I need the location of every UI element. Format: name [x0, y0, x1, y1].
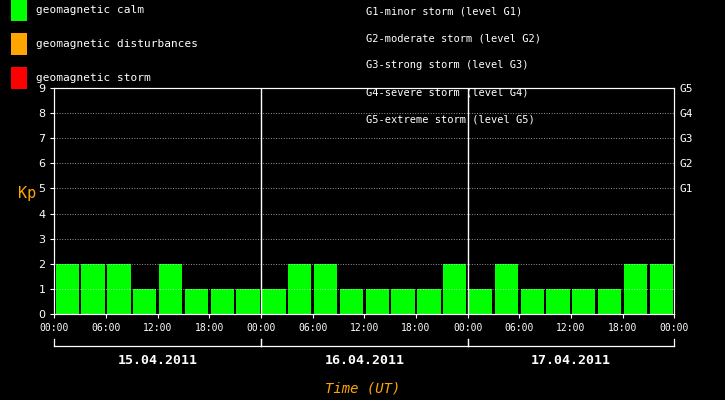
- Bar: [418, 289, 441, 314]
- Bar: [547, 289, 570, 314]
- Bar: [340, 289, 363, 314]
- Bar: [598, 289, 621, 314]
- Bar: [211, 289, 234, 314]
- Bar: [365, 289, 389, 314]
- Bar: [624, 264, 647, 314]
- Text: G2-moderate storm (level G2): G2-moderate storm (level G2): [366, 33, 541, 43]
- Bar: [133, 289, 157, 314]
- Bar: [56, 264, 79, 314]
- Bar: [81, 264, 104, 314]
- Bar: [494, 264, 518, 314]
- Bar: [521, 289, 544, 314]
- Text: geomagnetic calm: geomagnetic calm: [36, 5, 144, 15]
- Text: 15.04.2011: 15.04.2011: [117, 354, 198, 367]
- Text: G1-minor storm (level G1): G1-minor storm (level G1): [366, 6, 523, 16]
- Text: G3-strong storm (level G3): G3-strong storm (level G3): [366, 60, 529, 70]
- Bar: [572, 289, 595, 314]
- Bar: [185, 289, 208, 314]
- Text: G4-severe storm (level G4): G4-severe storm (level G4): [366, 88, 529, 98]
- Text: geomagnetic storm: geomagnetic storm: [36, 73, 150, 83]
- Bar: [262, 289, 286, 314]
- Text: 17.04.2011: 17.04.2011: [531, 354, 611, 367]
- Bar: [107, 264, 130, 314]
- Y-axis label: Kp: Kp: [18, 186, 36, 201]
- Bar: [650, 264, 673, 314]
- Bar: [469, 289, 492, 314]
- Bar: [236, 289, 260, 314]
- Bar: [159, 264, 182, 314]
- Text: geomagnetic disturbances: geomagnetic disturbances: [36, 39, 197, 49]
- Bar: [288, 264, 311, 314]
- Bar: [314, 264, 337, 314]
- Text: Time (UT): Time (UT): [325, 382, 400, 396]
- Bar: [392, 289, 415, 314]
- Text: 16.04.2011: 16.04.2011: [324, 354, 405, 367]
- Text: G5-extreme storm (level G5): G5-extreme storm (level G5): [366, 115, 535, 125]
- Bar: [443, 264, 466, 314]
